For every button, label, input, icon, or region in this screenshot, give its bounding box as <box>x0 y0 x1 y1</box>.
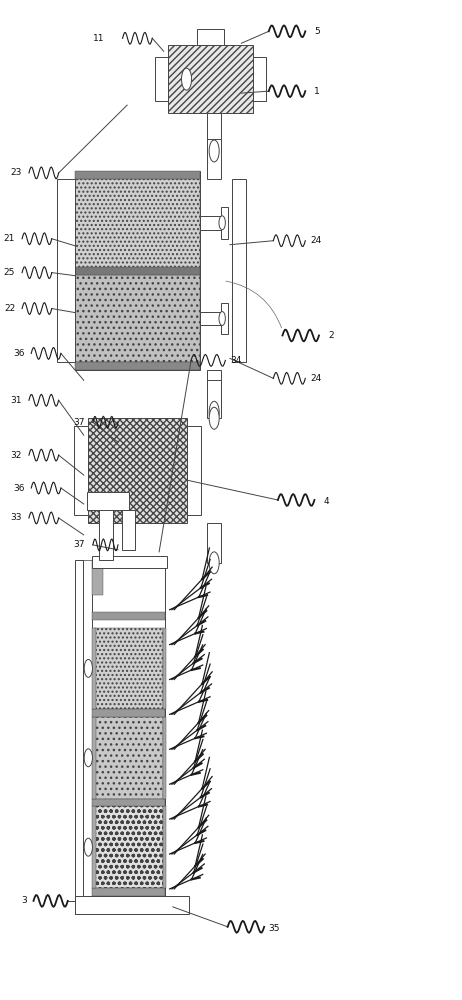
Bar <box>75 171 200 179</box>
Bar <box>92 612 165 620</box>
Bar <box>75 560 83 914</box>
Circle shape <box>182 68 192 90</box>
Text: 36: 36 <box>13 349 24 358</box>
Bar <box>200 216 225 230</box>
Text: 21: 21 <box>4 234 15 243</box>
Text: 3: 3 <box>21 896 27 905</box>
Circle shape <box>209 401 219 423</box>
Text: 23: 23 <box>11 168 22 177</box>
Text: 35: 35 <box>269 924 280 933</box>
Bar <box>57 179 75 362</box>
Bar <box>207 139 221 179</box>
Circle shape <box>209 140 219 162</box>
Circle shape <box>84 838 92 856</box>
Circle shape <box>84 659 92 677</box>
Circle shape <box>219 312 225 325</box>
Bar <box>75 275 200 362</box>
Circle shape <box>209 552 219 574</box>
Bar <box>163 628 166 709</box>
Text: 25: 25 <box>4 268 15 277</box>
Bar <box>207 380 221 418</box>
Bar <box>221 207 228 239</box>
Bar <box>92 709 165 717</box>
Bar <box>75 171 200 370</box>
Bar <box>168 45 253 113</box>
Bar <box>207 113 221 151</box>
Bar <box>92 799 165 806</box>
Bar <box>92 806 96 888</box>
Bar <box>207 370 221 412</box>
Bar <box>75 179 200 269</box>
Text: 33: 33 <box>11 513 22 522</box>
Bar <box>163 806 166 888</box>
Text: 24: 24 <box>310 236 321 245</box>
Bar <box>92 560 165 896</box>
Bar <box>253 57 267 101</box>
Bar <box>75 896 189 914</box>
Bar <box>94 717 163 799</box>
Text: 11: 11 <box>93 34 104 43</box>
Text: 24: 24 <box>310 374 321 383</box>
Bar <box>92 556 167 568</box>
Bar <box>75 362 200 370</box>
Bar <box>92 560 103 595</box>
Text: 31: 31 <box>11 396 22 405</box>
Bar <box>92 717 96 799</box>
Bar <box>75 267 200 275</box>
Bar <box>232 179 246 362</box>
Circle shape <box>219 216 225 230</box>
Bar <box>83 560 93 896</box>
Text: 1: 1 <box>315 87 320 96</box>
Bar <box>88 418 187 523</box>
Bar <box>92 888 165 896</box>
Text: 2: 2 <box>328 331 334 340</box>
Bar <box>207 523 221 563</box>
Bar <box>221 303 228 334</box>
Bar <box>197 29 224 45</box>
Text: 4: 4 <box>323 497 329 506</box>
Bar <box>187 426 201 515</box>
Text: 32: 32 <box>11 451 22 460</box>
Bar <box>94 806 163 888</box>
Bar <box>74 426 88 515</box>
Text: 37: 37 <box>73 418 85 427</box>
Circle shape <box>209 407 219 429</box>
Bar <box>155 57 168 101</box>
Bar <box>163 717 166 799</box>
Bar <box>200 312 225 325</box>
Text: 37: 37 <box>73 540 85 549</box>
Text: 36: 36 <box>13 484 24 493</box>
Text: 5: 5 <box>315 27 320 36</box>
Text: 22: 22 <box>4 304 15 313</box>
Text: 34: 34 <box>230 356 241 365</box>
Circle shape <box>84 749 92 767</box>
Bar <box>87 492 128 510</box>
Bar <box>99 500 113 560</box>
Bar <box>94 628 163 709</box>
Bar <box>92 628 96 709</box>
Bar <box>122 510 135 550</box>
